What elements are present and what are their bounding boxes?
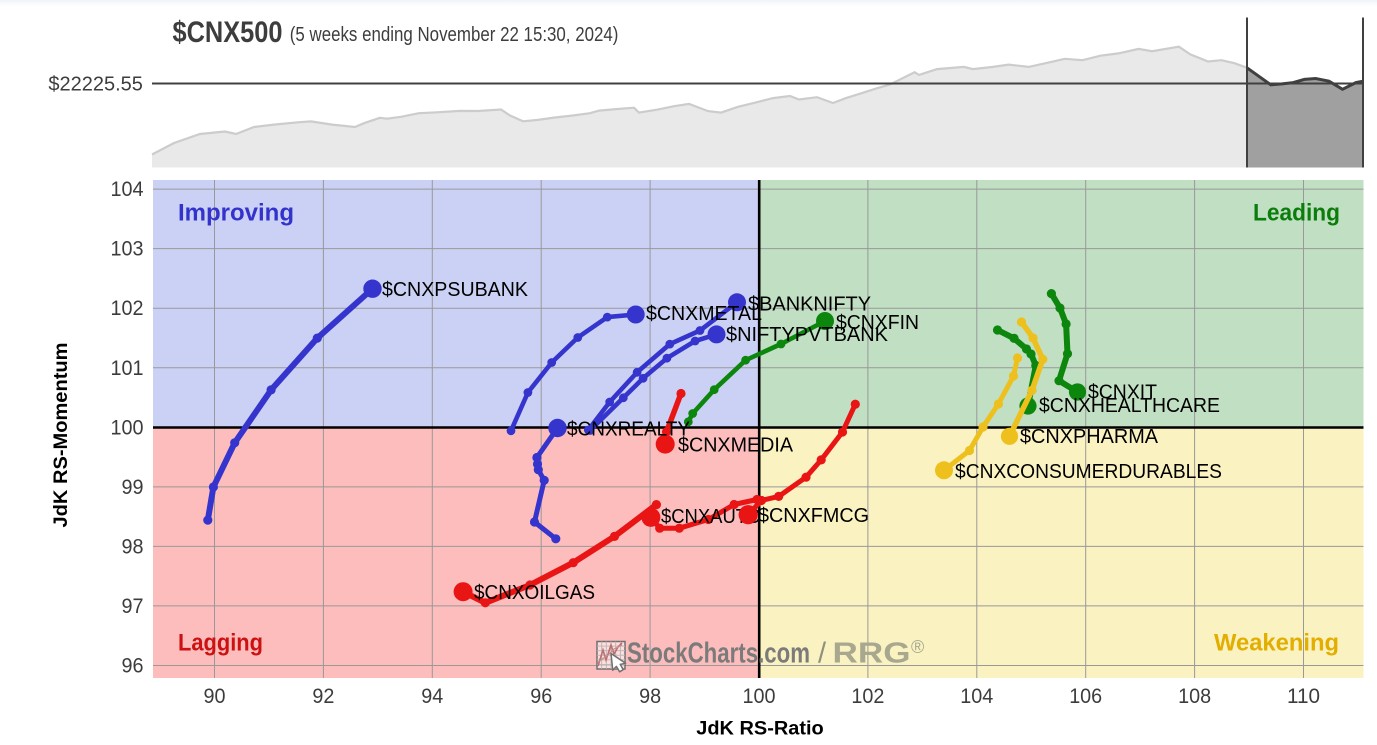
svg-text:108: 108 xyxy=(1178,685,1211,708)
svg-text:110: 110 xyxy=(1287,685,1320,708)
svg-text:$CNXMEDIA: $CNXMEDIA xyxy=(678,435,794,457)
svg-text:98: 98 xyxy=(639,685,661,708)
svg-text:Improving: Improving xyxy=(178,200,294,227)
svg-text:106: 106 xyxy=(1069,685,1102,708)
svg-text:98: 98 xyxy=(122,535,144,558)
svg-text:RRG: RRG xyxy=(833,638,911,670)
svg-text:92: 92 xyxy=(312,685,334,708)
svg-text:102: 102 xyxy=(851,685,884,708)
svg-text:96: 96 xyxy=(530,685,552,708)
svg-text:$CNXREALTY: $CNXREALTY xyxy=(567,419,690,441)
svg-text:104: 104 xyxy=(960,685,993,708)
svg-text:$CNXPHARMA: $CNXPHARMA xyxy=(1020,426,1159,448)
svg-text:$CNXFMCG: $CNXFMCG xyxy=(758,505,869,527)
svg-text:97: 97 xyxy=(122,595,144,618)
svg-text:$CNXIT: $CNXIT xyxy=(1088,382,1157,404)
svg-text:$CNXFIN: $CNXFIN xyxy=(836,312,919,334)
svg-text:99: 99 xyxy=(122,476,144,499)
svg-text:$CNX500: $CNX500 xyxy=(173,16,283,49)
svg-text:JdK RS-Momentum: JdK RS-Momentum xyxy=(51,343,72,528)
svg-text:/: / xyxy=(818,638,827,670)
svg-text:StockCharts.com: StockCharts.com xyxy=(627,638,810,670)
svg-text:$CNXOILGAS: $CNXOILGAS xyxy=(474,582,595,604)
svg-text:$22225.55: $22225.55 xyxy=(48,73,143,95)
svg-text:$CNXCONSUMERDURABLES: $CNXCONSUMERDURABLES xyxy=(955,461,1222,483)
svg-text:94: 94 xyxy=(421,685,443,708)
svg-text:$CNXAUTO: $CNXAUTO xyxy=(661,506,761,528)
svg-text:100: 100 xyxy=(743,685,776,708)
svg-text:Lagging: Lagging xyxy=(178,630,263,657)
svg-text:96: 96 xyxy=(122,655,144,678)
svg-text:$CNXPSUBANK: $CNXPSUBANK xyxy=(382,279,529,301)
svg-text:$NIFTYPVTBANK: $NIFTYPVTBANK xyxy=(726,324,889,346)
svg-text:Leading: Leading xyxy=(1253,200,1340,227)
svg-text:JdK RS-Ratio: JdK RS-Ratio xyxy=(696,719,824,740)
svg-text:104: 104 xyxy=(111,178,144,201)
svg-text:101: 101 xyxy=(111,357,144,380)
svg-text:(5 weeks ending November 22 15: (5 weeks ending November 22 15:30, 2024) xyxy=(290,24,619,46)
svg-text:102: 102 xyxy=(111,297,144,320)
svg-text:103: 103 xyxy=(111,238,144,261)
svg-text:100: 100 xyxy=(111,416,144,439)
svg-text:$BANKNIFTY: $BANKNIFTY xyxy=(748,294,871,316)
svg-text:$CNXMETAL: $CNXMETAL xyxy=(646,303,762,325)
svg-text:®: ® xyxy=(911,637,924,657)
svg-text:Weakening: Weakening xyxy=(1214,630,1339,657)
svg-text:90: 90 xyxy=(204,685,226,708)
svg-text:$CNXHEALTHCARE: $CNXHEALTHCARE xyxy=(1039,395,1220,417)
